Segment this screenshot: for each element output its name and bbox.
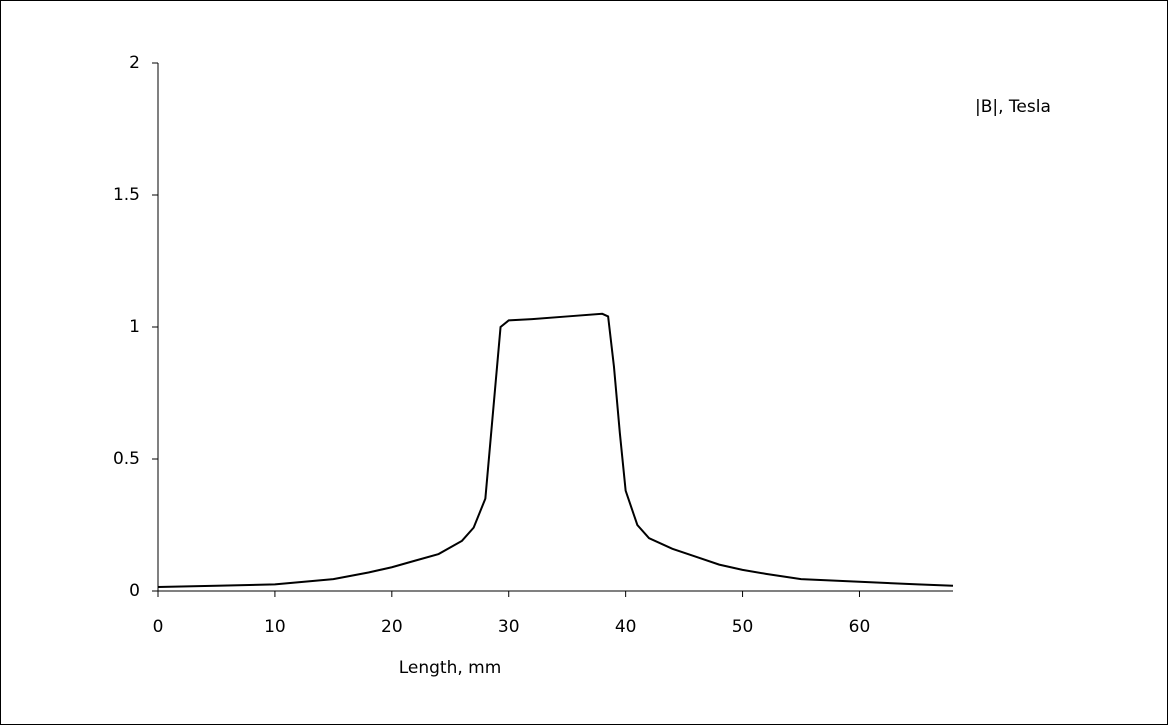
- y-tick-label: 2: [129, 53, 140, 73]
- series-line: [157, 312, 954, 589]
- x-tick-label: 30: [498, 617, 520, 637]
- y-tick-label: 1.5: [113, 185, 140, 205]
- x-tick-label: 60: [849, 617, 871, 637]
- x-tick-label: 40: [615, 617, 637, 637]
- legend-label: |B|, Tesla: [975, 97, 1051, 117]
- y-tick-label: 0: [129, 581, 140, 601]
- x-axis-label: Length, mm: [399, 658, 502, 678]
- x-tick-label: 20: [381, 617, 403, 637]
- y-tick-label: 1: [129, 317, 140, 337]
- x-tick-label: 0: [153, 617, 164, 637]
- x-tick-label: 10: [264, 617, 286, 637]
- x-tick-label: 50: [732, 617, 754, 637]
- y-tick-label: 0.5: [113, 449, 140, 469]
